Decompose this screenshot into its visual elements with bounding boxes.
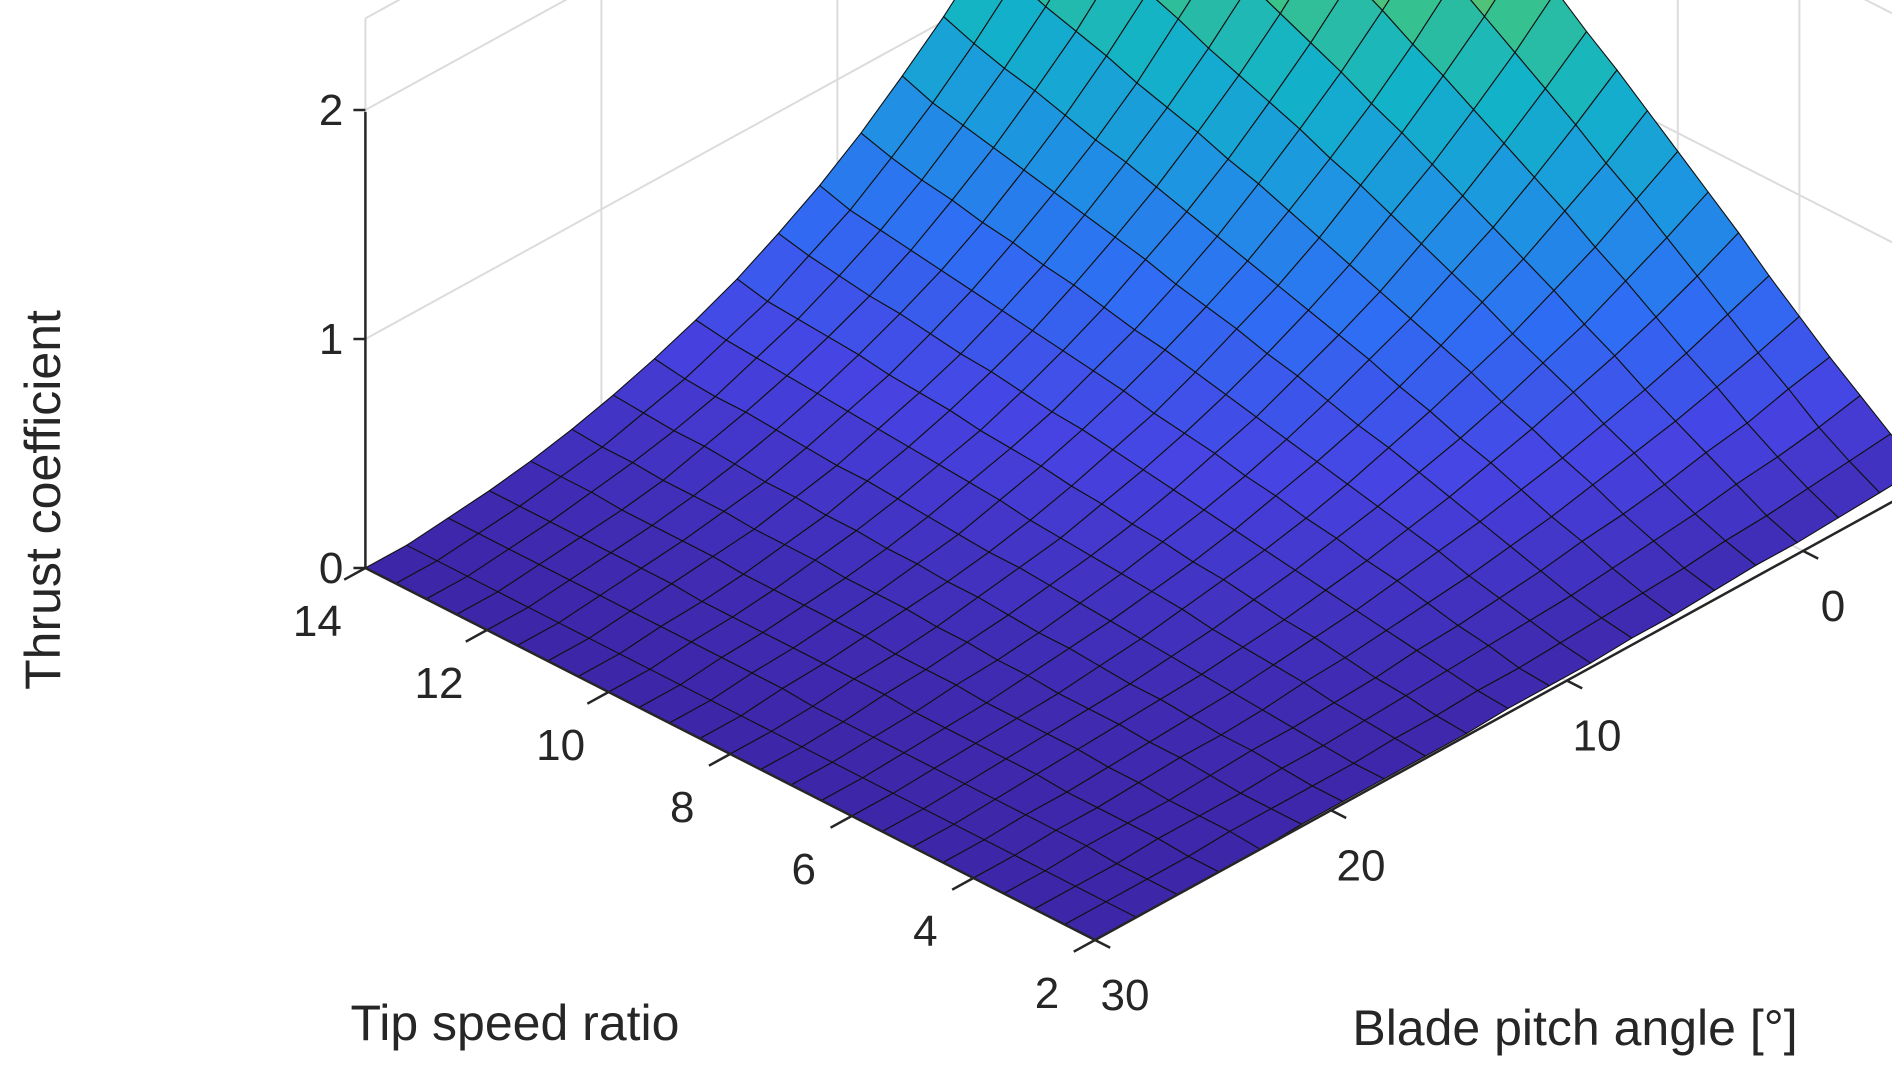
z-tick-label: 0 — [319, 544, 343, 593]
x-tick — [951, 876, 975, 891]
x-tick-label: 2 — [1035, 969, 1059, 1018]
gridline-ct — [364, 0, 1892, 340]
x-tick — [465, 628, 488, 643]
y-tick-label: 30 — [1101, 971, 1150, 1020]
surface-cell — [1469, 0, 1496, 17]
x-tick-label: 14 — [293, 597, 342, 646]
y-tick — [1330, 809, 1347, 820]
x-tick — [829, 814, 853, 829]
y-axis-line — [1094, 500, 1892, 942]
y-tick-label: 20 — [1337, 841, 1386, 890]
z-tick-label: 2 — [319, 86, 343, 135]
x-tick-label: 12 — [415, 659, 464, 708]
y-tick — [1094, 938, 1111, 949]
y-tick — [1802, 549, 1819, 560]
z-tick-label: 1 — [319, 315, 343, 364]
y-tick-label: 0 — [1821, 582, 1845, 631]
x-tick-label: 6 — [792, 845, 816, 894]
surface-cell — [1265, 0, 1290, 15]
x-tick — [708, 752, 731, 767]
x-tick-label: 4 — [913, 907, 937, 956]
y-axis-label: Blade pitch angle [°] — [1352, 1000, 1797, 1056]
x-tick-label: 10 — [536, 721, 585, 770]
x-tick-label: 8 — [670, 783, 694, 832]
x-tick — [1073, 938, 1096, 953]
z-axis-label: Thrust coefficient — [15, 310, 71, 690]
x-tick — [586, 690, 610, 705]
y-tick-label: 10 — [1573, 712, 1622, 761]
surface-cell — [1155, 0, 1192, 20]
surface — [364, 0, 1892, 941]
x-tick — [343, 566, 367, 581]
y-tick — [1566, 679, 1583, 690]
x-axis-label: Tip speed ratio — [351, 995, 680, 1051]
surface-cell — [1371, 0, 1390, 11]
surface-cell — [1037, 0, 1051, 8]
